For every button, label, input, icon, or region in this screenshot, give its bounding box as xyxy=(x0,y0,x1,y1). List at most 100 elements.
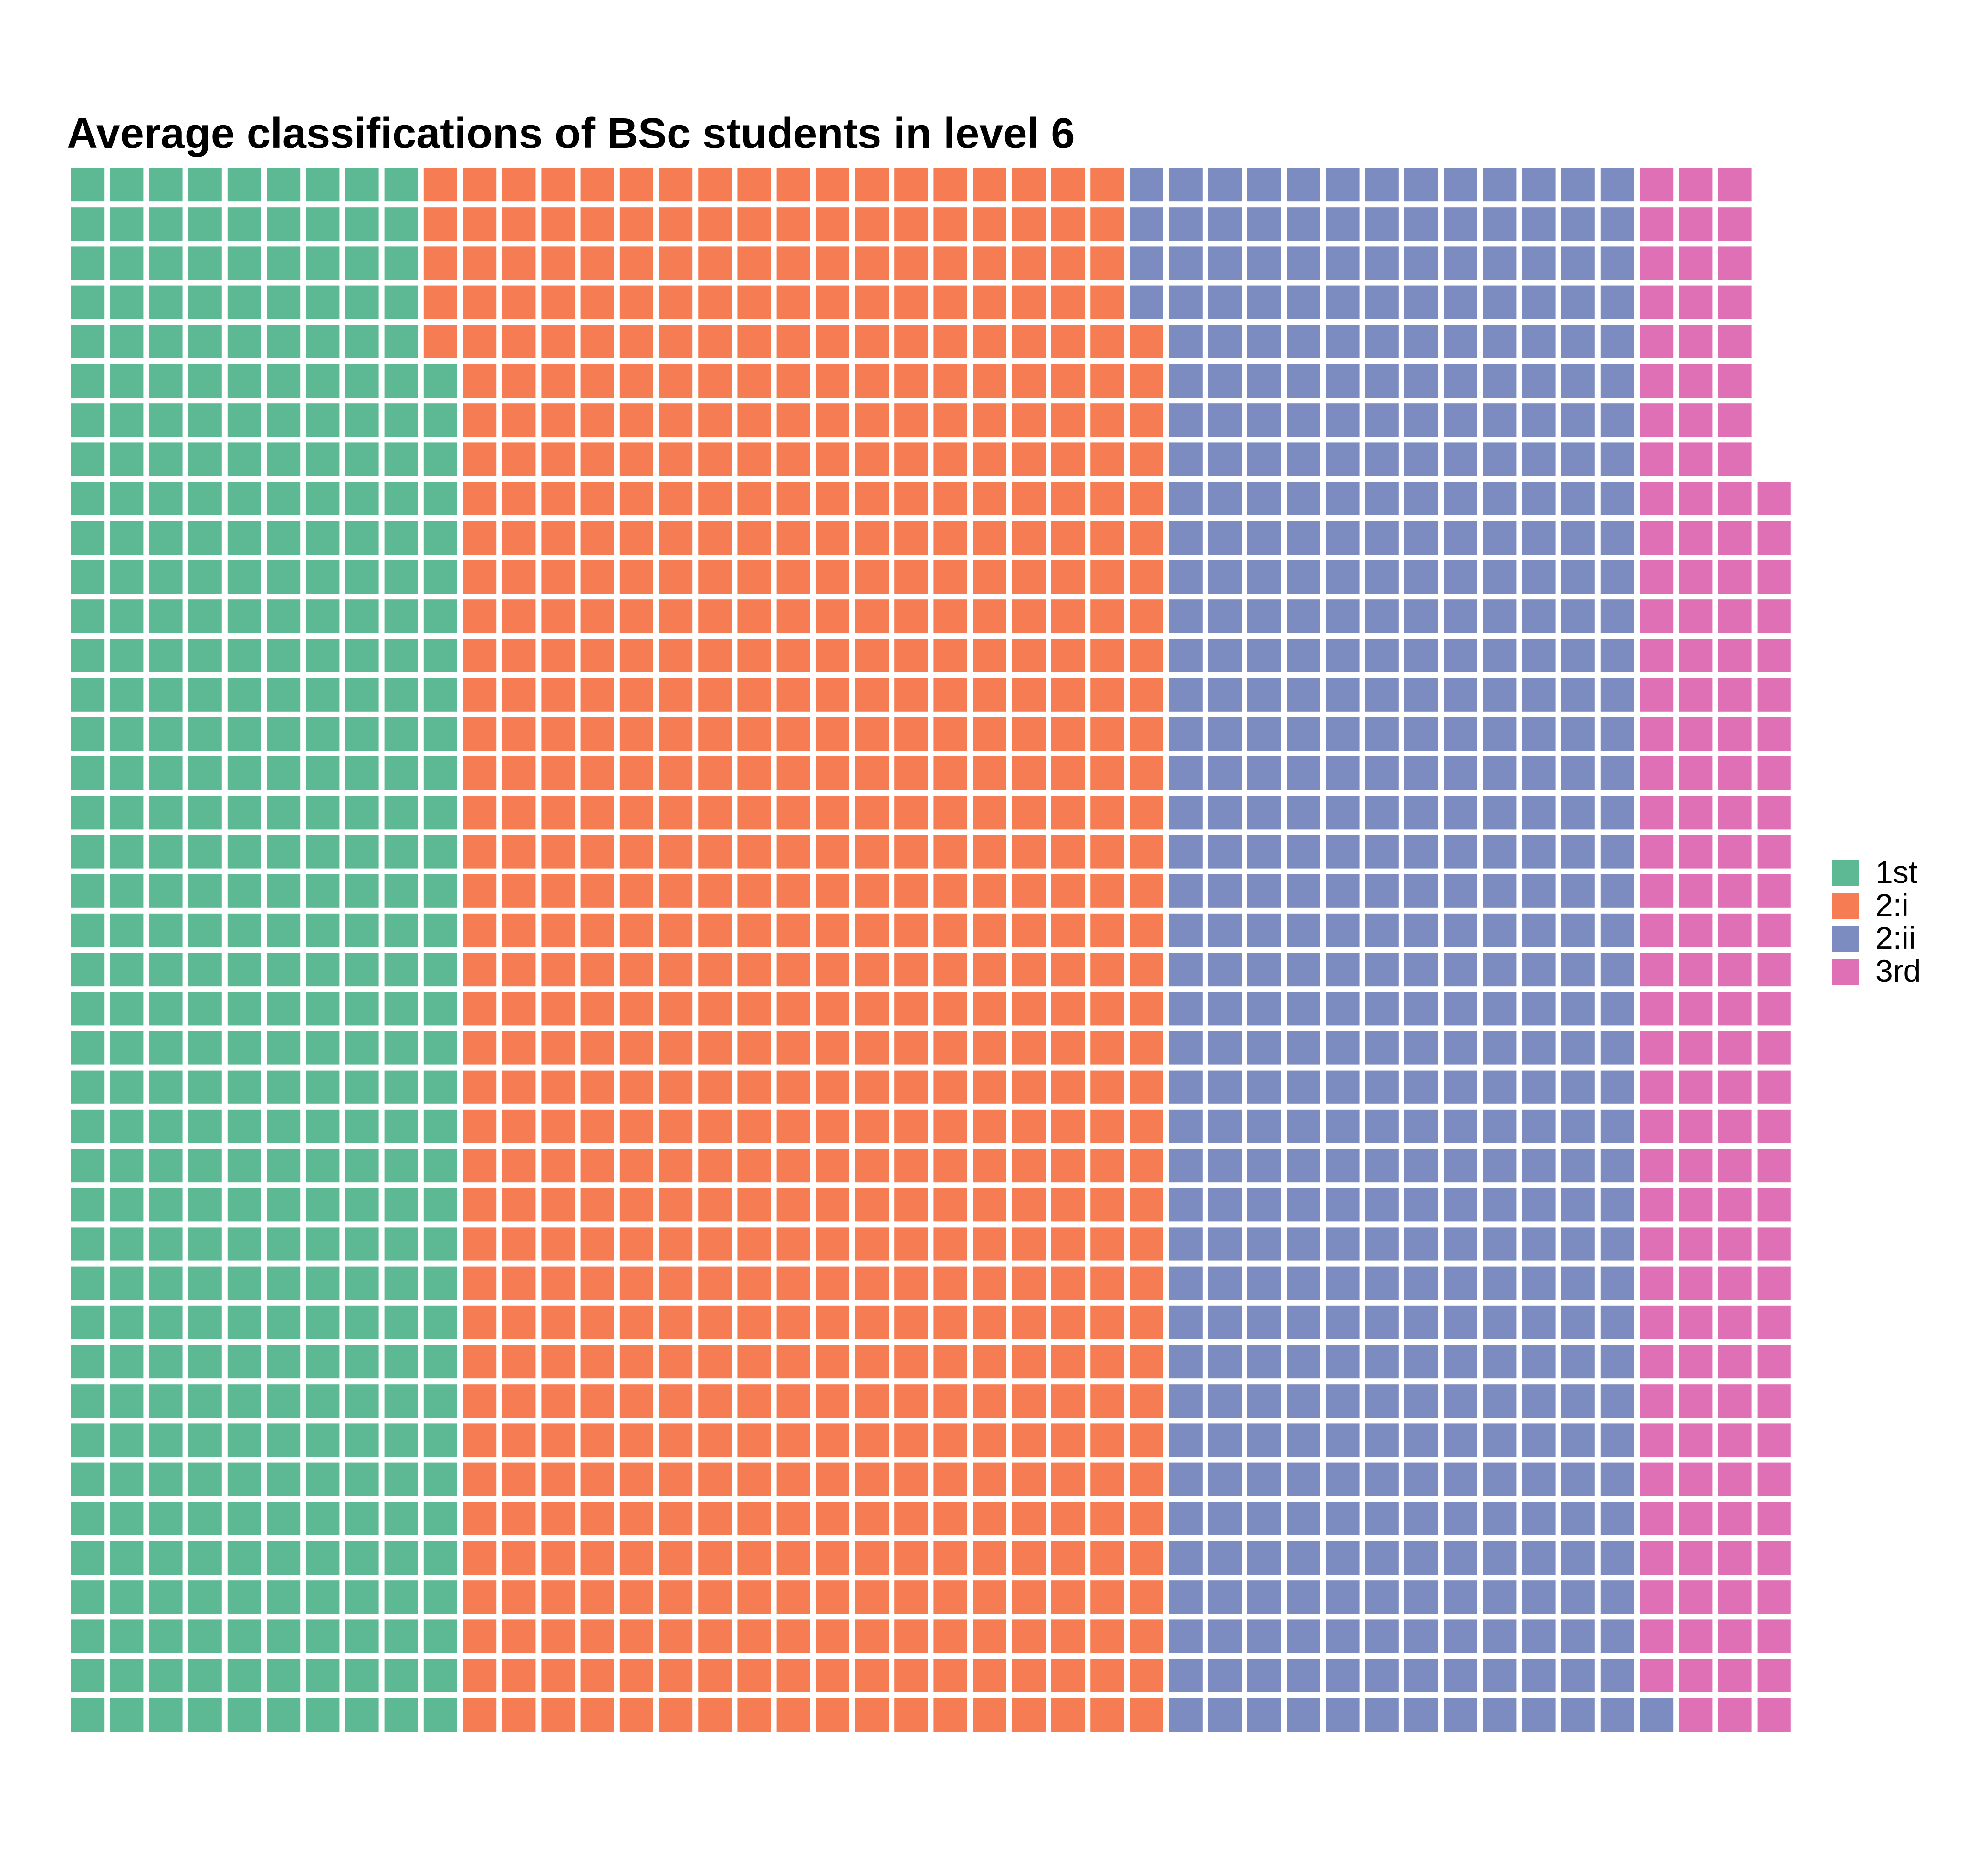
waffle-cell-2:i xyxy=(463,874,497,908)
waffle-cell-3rd xyxy=(1679,1698,1713,1732)
waffle-cell-2:i xyxy=(1012,207,1046,241)
waffle-cell-2:ii xyxy=(1169,599,1203,633)
waffle-cell-2:ii xyxy=(1600,913,1634,947)
waffle-cell-2:i xyxy=(463,1070,497,1104)
waffle-cell-2:ii xyxy=(1287,168,1320,202)
waffle-cell-3rd xyxy=(1757,1227,1791,1261)
waffle-cell-2:ii xyxy=(1561,639,1595,672)
waffle-cell-1st xyxy=(71,717,105,751)
waffle-cell-2:i xyxy=(580,285,614,319)
waffle-cell-2:ii xyxy=(1522,992,1556,1026)
waffle-cell-2:i xyxy=(463,1345,497,1379)
waffle-cell-2:i xyxy=(580,442,614,476)
waffle-cell-1st xyxy=(384,1423,418,1457)
waffle-cell-2:ii xyxy=(1247,992,1281,1026)
waffle-cell-2:i xyxy=(1130,1031,1163,1065)
waffle-cell-2:i xyxy=(1051,1580,1085,1614)
waffle-cell-2:ii xyxy=(1169,717,1203,751)
waffle-cell-1st xyxy=(149,1698,183,1732)
waffle-cell-3rd xyxy=(1718,1188,1752,1222)
waffle-cell-2:ii xyxy=(1404,1031,1438,1065)
waffle-cell-2:ii xyxy=(1326,168,1360,202)
waffle-cell-2:i xyxy=(619,913,653,947)
waffle-cell-2:i xyxy=(1130,953,1163,987)
waffle-cell-2:i xyxy=(973,1619,1006,1653)
waffle-cell-2:ii xyxy=(1247,599,1281,633)
waffle-cell-2:ii xyxy=(1561,1031,1595,1065)
waffle-cell-2:i xyxy=(933,1109,967,1143)
waffle-cell-2:ii xyxy=(1326,913,1360,947)
waffle-cell-2:ii xyxy=(1365,1345,1399,1379)
waffle-cell-2:i xyxy=(463,1659,497,1692)
waffle-cell-2:ii xyxy=(1483,639,1517,672)
waffle-cell-2:i xyxy=(1012,442,1046,476)
waffle-cell-3rd xyxy=(1679,1188,1713,1222)
waffle-cell-2:i xyxy=(1012,1070,1046,1104)
waffle-cell-1st xyxy=(345,207,379,241)
waffle-cell-2:i xyxy=(737,403,771,437)
waffle-cell-2:i xyxy=(580,1502,614,1535)
waffle-cell-1st xyxy=(110,1109,144,1143)
waffle-cell-2:i xyxy=(463,1227,497,1261)
waffle-cell-3rd xyxy=(1679,364,1713,398)
waffle-cell-2:i xyxy=(619,1462,653,1496)
waffle-cell-2:ii xyxy=(1287,717,1320,751)
waffle-cell-2:i xyxy=(541,560,575,594)
waffle-cell-1st xyxy=(149,1502,183,1535)
waffle-cell-2:ii xyxy=(1169,1070,1203,1104)
waffle-cell-2:i xyxy=(1130,1698,1163,1732)
waffle-cell-2:i xyxy=(1090,639,1124,672)
waffle-cell-2:i xyxy=(1130,1266,1163,1300)
waffle-cell-1st xyxy=(149,1266,183,1300)
waffle-cell-1st xyxy=(110,1266,144,1300)
waffle-cell-2:ii xyxy=(1444,992,1477,1026)
waffle-cell-2:ii xyxy=(1208,246,1242,280)
waffle-cell-3rd xyxy=(1757,482,1791,515)
waffle-cell-2:i xyxy=(580,1659,614,1692)
waffle-cell-2:ii xyxy=(1404,1305,1438,1339)
waffle-cell-1st xyxy=(227,1149,261,1183)
waffle-cell-2:i xyxy=(541,1070,575,1104)
waffle-cell-2:i xyxy=(463,1580,497,1614)
waffle-cell-1st xyxy=(188,913,222,947)
waffle-cell-2:ii xyxy=(1444,521,1477,555)
waffle-cell-3rd xyxy=(1718,285,1752,319)
waffle-cell-2:ii xyxy=(1365,1227,1399,1261)
waffle-cell-1st xyxy=(227,207,261,241)
waffle-cell-2:ii xyxy=(1561,1502,1595,1535)
waffle-cell-1st xyxy=(149,364,183,398)
waffle-cell-3rd xyxy=(1718,913,1752,947)
waffle-cell-2:i xyxy=(816,1423,849,1457)
waffle-cell-2:i xyxy=(502,1305,536,1339)
waffle-cell-1st xyxy=(267,1384,301,1418)
waffle-cell-2:ii xyxy=(1247,482,1281,515)
waffle-cell-1st xyxy=(306,246,340,280)
waffle-cell-2:ii xyxy=(1326,1502,1360,1535)
waffle-cell-2:i xyxy=(541,796,575,830)
waffle-cell-1st xyxy=(345,953,379,987)
waffle-cell-2:ii xyxy=(1287,403,1320,437)
waffle-cell-2:i xyxy=(973,1227,1006,1261)
waffle-cell-2:i xyxy=(1090,992,1124,1026)
waffle-cell-2:ii xyxy=(1483,325,1517,358)
waffle-cell-3rd xyxy=(1679,1619,1713,1653)
waffle-cell-1st xyxy=(423,1149,457,1183)
waffle-cell-2:ii xyxy=(1444,1502,1477,1535)
waffle-cell-1st xyxy=(306,717,340,751)
waffle-cell-1st xyxy=(149,1384,183,1418)
waffle-cell-2:i xyxy=(619,717,653,751)
waffle-cell-2:i xyxy=(894,560,928,594)
waffle-cell-2:ii xyxy=(1169,207,1203,241)
waffle-cell-2:i xyxy=(776,521,810,555)
waffle-cell-2:i xyxy=(933,1541,967,1575)
waffle-cell-2:i xyxy=(659,913,693,947)
waffle-cell-3rd xyxy=(1757,1698,1791,1732)
waffle-cell-2:i xyxy=(973,442,1006,476)
waffle-cell-2:i xyxy=(1130,756,1163,790)
waffle-cell-3rd xyxy=(1640,1031,1674,1065)
waffle-cell-2:ii xyxy=(1483,1698,1517,1732)
waffle-cell-1st xyxy=(227,1541,261,1575)
waffle-cell-1st xyxy=(384,560,418,594)
waffle-cell-3rd xyxy=(1640,364,1674,398)
waffle-cell-2:ii xyxy=(1404,207,1438,241)
